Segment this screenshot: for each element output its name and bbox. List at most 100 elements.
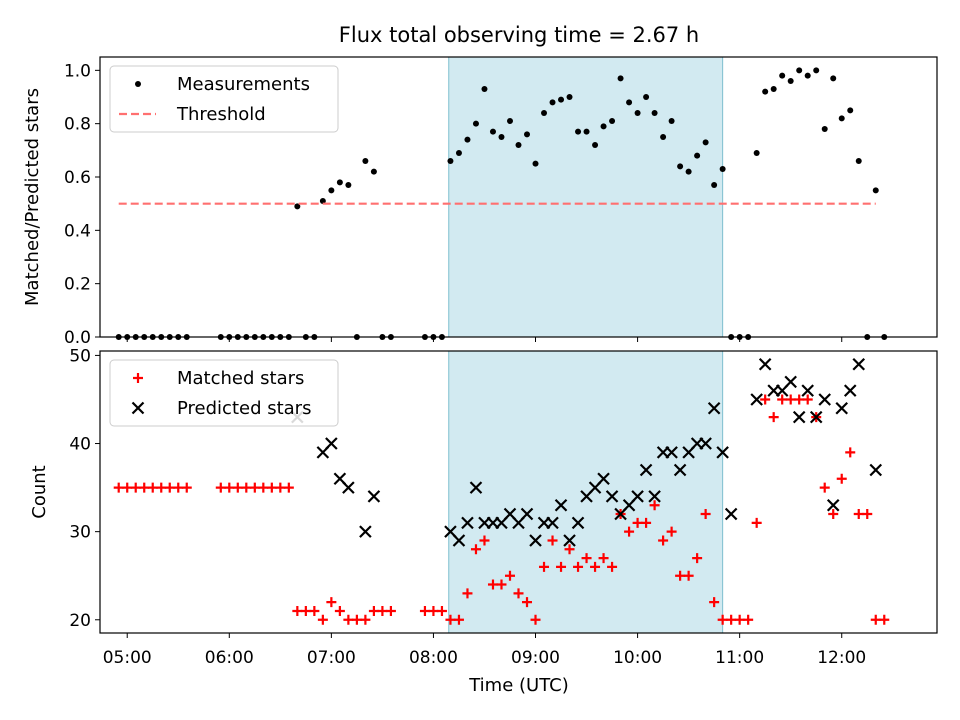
predicted-star-point — [563, 534, 576, 547]
matched-star-point — [249, 482, 260, 493]
highlight-span — [448, 56, 724, 338]
matched-star-point — [649, 500, 660, 511]
matched-star-point — [556, 561, 567, 572]
matched-star-point — [751, 517, 762, 528]
matched-star-point — [419, 605, 430, 616]
matched-star-point — [181, 482, 192, 493]
measurement-point — [609, 118, 616, 124]
matched-star-point — [666, 526, 677, 537]
matched-star-point — [819, 482, 830, 493]
matched-star-point — [147, 482, 158, 493]
matched-star-point — [828, 509, 839, 520]
matched-star-point — [309, 605, 320, 616]
y-tick-label: 1.0 — [64, 61, 91, 81]
matched-star-point — [428, 605, 439, 616]
measurement-point — [455, 150, 462, 156]
predicted-star-point — [529, 534, 542, 547]
matched-star-point — [156, 482, 167, 493]
predicted-star-point — [843, 384, 857, 397]
matched-star-point — [215, 482, 226, 493]
legend-predicted-swatch — [131, 401, 145, 415]
predicted-star-point — [631, 490, 644, 503]
matched-star-point — [462, 588, 473, 599]
y-tick-label: 20 — [69, 611, 91, 631]
predicted-star-point — [571, 516, 585, 530]
x-tick-label: 07:00 — [307, 648, 356, 668]
predicted-star-point — [461, 516, 474, 530]
measurement-point — [362, 158, 369, 164]
matched-star-point — [692, 553, 703, 564]
matched-star-point — [300, 605, 311, 616]
predicted-star-point — [784, 375, 797, 389]
measurement-point — [524, 131, 531, 138]
predicted-star-point — [605, 490, 619, 503]
measurement-point — [855, 158, 862, 164]
measurement-point — [643, 94, 650, 100]
matched-star-point — [641, 517, 652, 528]
matched-star-point — [368, 605, 379, 616]
measurement-point — [668, 118, 675, 124]
measurement-point — [489, 128, 496, 135]
legend-label: Measurements — [177, 74, 310, 95]
axes-frame — [99, 350, 938, 634]
measurement-point — [464, 136, 471, 143]
predicted-star-point — [699, 437, 712, 450]
measurement-point — [677, 163, 684, 170]
measurement-point — [762, 88, 769, 95]
matched-star-point — [717, 614, 728, 625]
predicted-star-point — [520, 507, 534, 521]
matched-star-point — [836, 473, 847, 484]
matched-star-point — [709, 597, 720, 608]
predicted-star-point — [750, 393, 763, 406]
series-measurements — [115, 67, 888, 340]
predicted-star-point — [818, 393, 831, 406]
measurement-point — [651, 110, 658, 116]
x-tick-label: 05:00 — [103, 648, 152, 668]
predicted-star-point — [597, 472, 610, 486]
predicted-star-point — [869, 463, 883, 477]
measurement-point — [328, 187, 335, 194]
matched-star-point — [700, 509, 711, 520]
matched-star-point — [258, 482, 269, 493]
matched-star-point — [598, 553, 609, 564]
matched-star-point — [573, 561, 584, 572]
series-matched-stars — [113, 394, 890, 625]
predicted-star-point — [852, 357, 866, 371]
measurement-point — [498, 134, 505, 140]
measurement-point — [804, 72, 811, 79]
matched-star-point — [802, 394, 813, 405]
predicted-star-point — [801, 384, 814, 397]
legend-label: Matched stars — [177, 368, 304, 389]
matched-star-point — [768, 412, 779, 423]
measurement-point — [813, 67, 820, 74]
chart-title: Flux total observing time = 2.67 h — [339, 23, 699, 47]
matched-star-point — [870, 614, 881, 625]
legend-box — [109, 65, 339, 133]
matched-star-point — [317, 614, 328, 625]
matched-star-point — [173, 482, 184, 493]
y-tick-label: 30 — [69, 523, 91, 543]
matched-star-point — [785, 394, 796, 405]
measurement-point — [779, 72, 786, 79]
matched-star-point — [658, 535, 669, 546]
matched-star-point — [232, 482, 243, 493]
y-tick-label: 40 — [69, 435, 91, 455]
matched-star-point — [726, 614, 737, 625]
measurement-point — [617, 75, 624, 82]
y-tick-label: 0.6 — [64, 168, 91, 188]
measurement-point — [753, 150, 760, 156]
matched-star-point — [343, 614, 354, 625]
predicted-star-point — [724, 507, 738, 521]
y-tick-label: 50 — [69, 346, 91, 366]
measurement-point — [634, 110, 641, 116]
measurement-point — [370, 168, 377, 175]
matched-star-point — [794, 394, 805, 405]
predicted-star-point — [367, 490, 381, 503]
matched-star-point — [522, 597, 533, 608]
measurement-point — [685, 168, 692, 175]
matched-star-point — [326, 597, 337, 608]
predicted-star-point — [809, 410, 823, 424]
predicted-star-point — [554, 498, 568, 512]
matched-star-point — [283, 482, 294, 493]
legend: Measurements Threshold — [109, 65, 339, 133]
